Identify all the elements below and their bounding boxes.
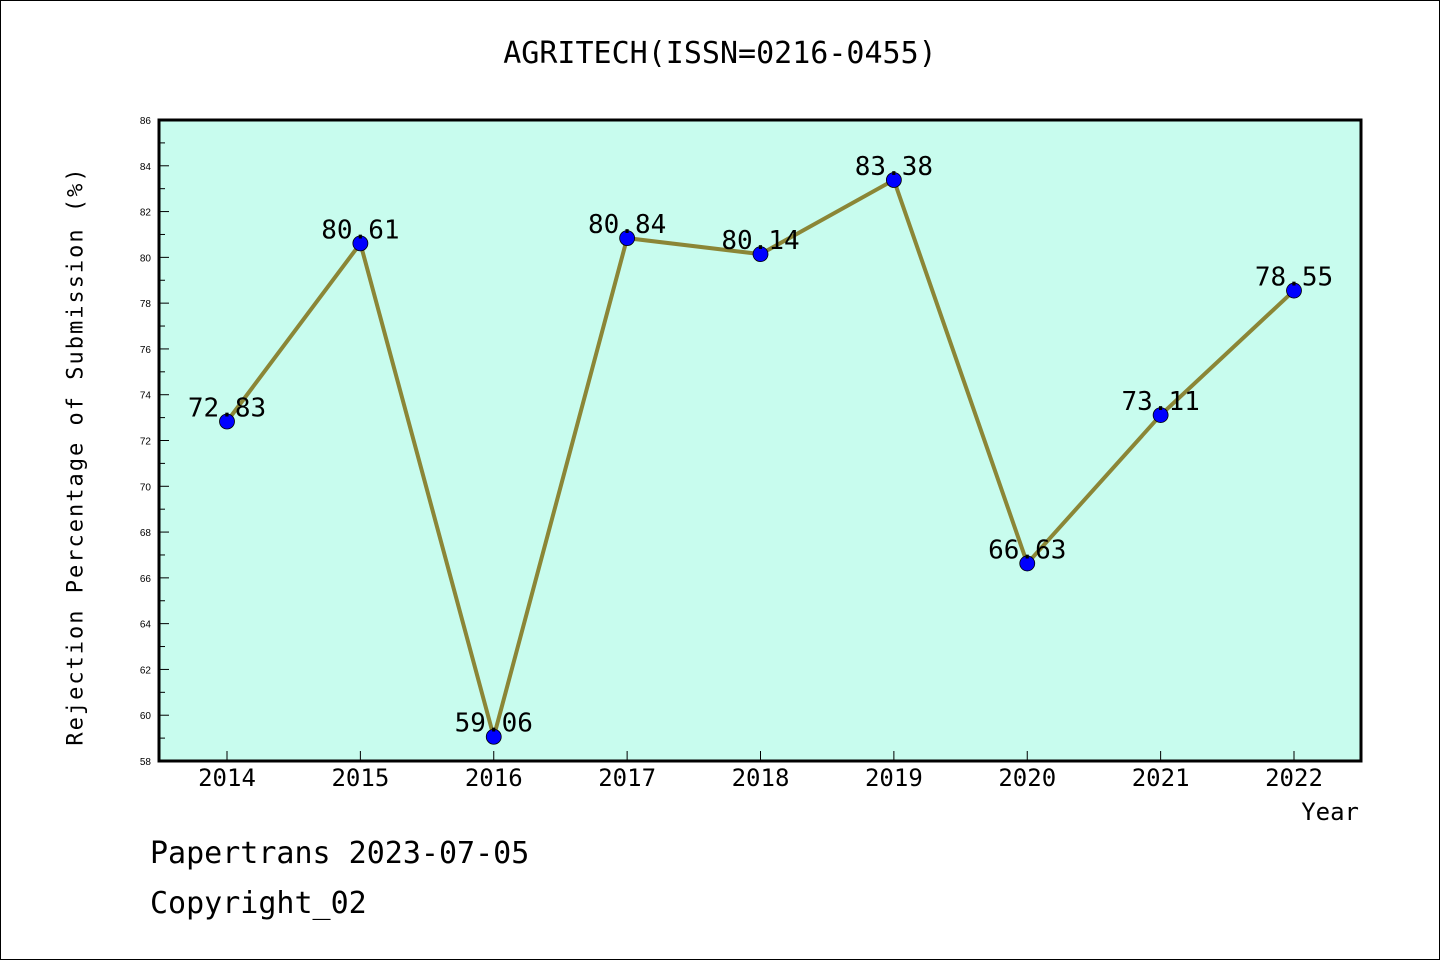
plot-area [157, 118, 1363, 763]
y-tick-label: 86 [140, 116, 152, 127]
footer-copyright: Copyright_02 [150, 886, 367, 921]
y-axis: 58 60 62 64 66 68 70 72 74 76 78 80 82 84 86 [140, 116, 169, 768]
data-point [1286, 282, 1302, 299]
footer-date: Papertrans 2023-07-05 [150, 836, 530, 871]
data-point [219, 413, 235, 430]
y-tick-label: 76 [140, 345, 152, 356]
y-tick-label: 58 [140, 757, 152, 768]
data-point [1019, 555, 1036, 572]
data-point [1152, 407, 1169, 423]
data-point [885, 172, 902, 188]
y-tick-label: 60 [140, 711, 152, 722]
data-point [352, 235, 369, 252]
data-label: 72.83 [188, 393, 266, 423]
y-tick-label: 82 [140, 208, 152, 219]
y-tick-label: 72 [140, 437, 152, 448]
x-tick-label: 2022 [1265, 764, 1323, 792]
data-label: 80.14 [721, 226, 799, 256]
data-label: 73.11 [1121, 387, 1199, 417]
data-label: 80.84 [588, 210, 666, 240]
data-label: 66.63 [988, 535, 1066, 565]
y-tick-label: 74 [140, 391, 152, 402]
data-label-layer: 72.83 80.61 59.06 80.84 80.14 83.38 66.63 73.11… [188, 152, 1333, 739]
y-tick-label: 84 [140, 162, 152, 173]
x-axis-title: Year [1301, 798, 1359, 826]
y-tick-label: 62 [140, 665, 152, 676]
y-tick-label: 68 [140, 528, 152, 539]
chart-title: AGRITECH(ISSN=0216-0455) [503, 36, 937, 71]
series-layer [219, 172, 1302, 745]
y-tick-label: 80 [140, 253, 152, 264]
data-point [752, 246, 769, 263]
x-tick-label: 2014 [198, 764, 256, 792]
data-label: 59.06 [455, 709, 533, 739]
data-label: 80.61 [321, 215, 399, 245]
x-tick-label: 2020 [998, 764, 1056, 792]
y-tick-label: 66 [140, 574, 152, 585]
x-tick-label: 2019 [865, 764, 923, 792]
x-tick-label: 2015 [331, 764, 389, 792]
data-label: 83.38 [855, 152, 933, 182]
data-point [485, 728, 502, 745]
y-tick-label: 64 [140, 620, 152, 631]
data-point [619, 230, 636, 247]
y-tick-label: 70 [140, 482, 152, 493]
data-label: 78.55 [1255, 263, 1333, 293]
x-tick-label: 2021 [1132, 764, 1190, 792]
x-tick-label: 2018 [732, 764, 790, 792]
x-tick-label: 2017 [598, 764, 656, 792]
x-axis: 2014 2015 2016 2017 2018 2019 2020 2021 2022 [198, 751, 1323, 792]
x-tick-label: 2016 [465, 764, 523, 792]
y-tick-label: 78 [140, 299, 152, 310]
